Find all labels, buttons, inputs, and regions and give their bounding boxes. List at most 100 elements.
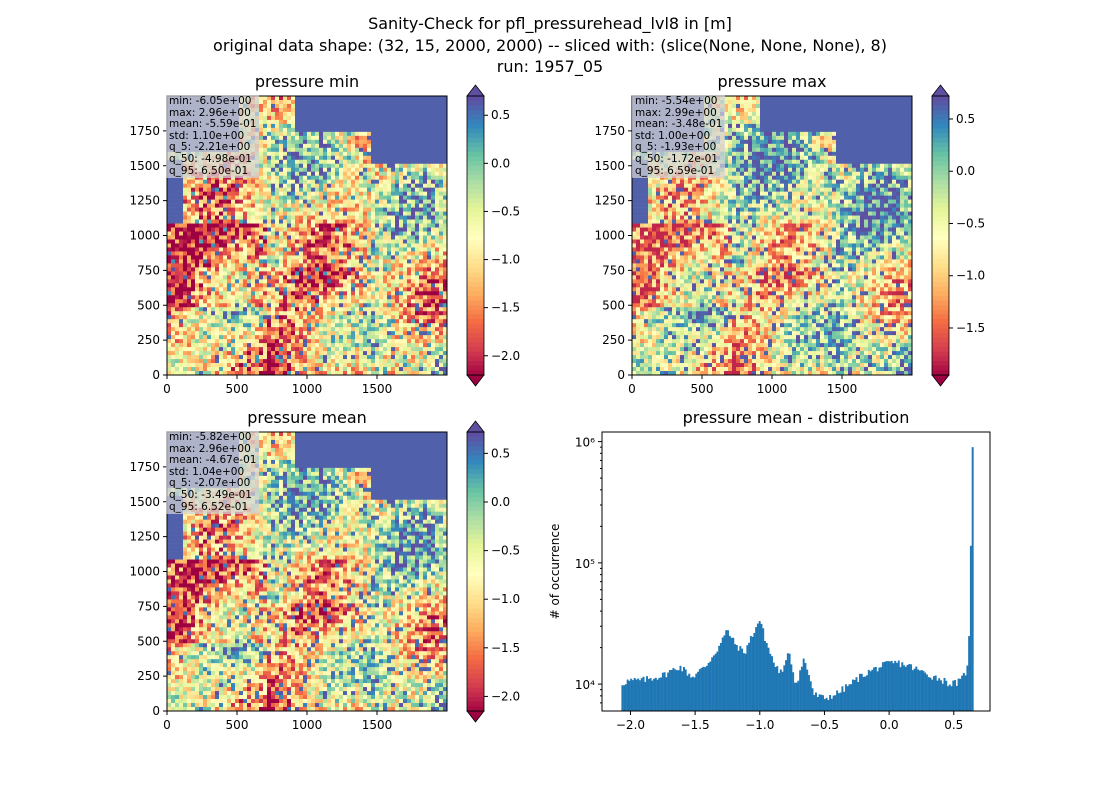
heatmap-cell bbox=[419, 263, 424, 268]
heatmap-cell bbox=[243, 259, 248, 264]
heatmap-cell bbox=[231, 303, 236, 308]
heatmap-cell bbox=[359, 223, 364, 228]
heatmap-cell bbox=[323, 307, 328, 312]
heatmap-cell bbox=[179, 307, 184, 312]
heatmap-cell bbox=[379, 371, 384, 376]
heatmap-cell bbox=[335, 159, 340, 165]
heatmap-cell bbox=[435, 139, 440, 145]
heatmap-cell bbox=[203, 243, 208, 248]
heatmap-cell bbox=[319, 351, 324, 356]
heatmap-cell bbox=[415, 131, 420, 137]
heatmap-cell bbox=[223, 371, 228, 376]
heatmap-cell bbox=[251, 363, 256, 368]
heatmap-cell bbox=[423, 247, 428, 252]
heatmap-cell bbox=[247, 359, 252, 364]
heatmap-cell bbox=[275, 143, 280, 149]
heatmap-cell bbox=[355, 127, 360, 133]
heatmap-cell bbox=[407, 127, 412, 133]
heatmap-cell bbox=[195, 215, 200, 220]
heatmap-cell bbox=[435, 143, 440, 149]
heatmap-cell bbox=[363, 275, 368, 280]
heatmap-cell bbox=[407, 207, 412, 212]
heatmap-cell bbox=[419, 151, 424, 157]
heatmap-cell bbox=[171, 279, 176, 284]
heatmap-cell bbox=[351, 259, 356, 264]
x-tick-label: 1000 bbox=[292, 382, 323, 396]
heatmap-cell bbox=[183, 307, 188, 312]
heatmap-cell bbox=[267, 151, 272, 157]
heatmap-cell bbox=[267, 191, 272, 196]
heatmap-cell bbox=[335, 363, 340, 368]
heatmap-cell bbox=[427, 319, 432, 324]
heatmap-cell bbox=[343, 107, 348, 113]
heatmap-cell bbox=[267, 323, 272, 328]
heatmap-cell bbox=[339, 355, 344, 360]
heatmap-cell bbox=[211, 319, 216, 324]
heatmap-cell bbox=[335, 215, 340, 220]
heatmap-cell bbox=[371, 235, 376, 240]
heatmap-cell bbox=[415, 367, 420, 372]
heatmap-cell bbox=[175, 295, 180, 300]
heatmap-cell bbox=[439, 183, 444, 188]
heatmap-cell bbox=[375, 279, 380, 284]
heatmap-cell bbox=[431, 163, 436, 169]
heatmap-cell bbox=[187, 339, 192, 344]
heatmap-cell bbox=[263, 367, 268, 372]
heatmap-cell bbox=[439, 359, 444, 364]
heatmap-cell bbox=[343, 307, 348, 312]
heatmap-cell bbox=[379, 299, 384, 304]
heatmap-cell bbox=[427, 371, 432, 376]
heatmap-cell bbox=[275, 103, 280, 109]
heatmap-cell bbox=[327, 347, 332, 352]
heatmap-cell bbox=[371, 339, 376, 344]
heatmap-cell bbox=[311, 291, 316, 296]
heatmap-cell bbox=[263, 239, 268, 244]
heatmap-cell bbox=[291, 179, 296, 184]
heatmap-cell bbox=[319, 271, 324, 276]
heatmap-cell bbox=[443, 131, 448, 137]
heatmap-cell bbox=[331, 191, 336, 196]
heatmap-cell bbox=[223, 183, 228, 188]
heatmap-cell bbox=[331, 235, 336, 240]
colorbar-segment bbox=[467, 305, 484, 311]
heatmap-cell bbox=[251, 259, 256, 264]
heatmap-cell bbox=[343, 271, 348, 276]
heatmap-cell bbox=[431, 223, 436, 228]
heatmap-cell bbox=[191, 183, 196, 188]
heatmap-cell bbox=[195, 247, 200, 252]
heatmap-cell bbox=[255, 251, 260, 256]
heatmap-cell bbox=[419, 159, 424, 165]
heatmap-cell bbox=[335, 327, 340, 332]
heatmap-cell bbox=[363, 287, 368, 292]
heatmap-cell bbox=[359, 331, 364, 336]
heatmap-cell bbox=[259, 171, 264, 177]
heatmap-cell bbox=[283, 219, 288, 224]
heatmap-cell bbox=[407, 311, 412, 316]
heatmap-cell bbox=[379, 151, 384, 157]
heatmap-cell bbox=[319, 103, 324, 109]
heatmap-cell bbox=[275, 155, 280, 161]
heatmap-cell bbox=[375, 107, 380, 113]
heatmap-cell bbox=[291, 119, 296, 125]
heatmap-cell bbox=[283, 215, 288, 220]
heatmap-cell bbox=[327, 123, 332, 129]
heatmap-cell bbox=[299, 167, 304, 173]
colorbar-segment bbox=[467, 319, 484, 325]
heatmap-cell bbox=[339, 207, 344, 212]
heatmap-cell bbox=[251, 195, 256, 200]
heatmap-cell bbox=[199, 179, 204, 184]
heatmap-cell bbox=[299, 283, 304, 288]
heatmap-cell bbox=[223, 295, 228, 300]
heatmap-cell bbox=[259, 311, 264, 316]
heatmap-cell bbox=[299, 96, 304, 101]
heatmap-cell bbox=[339, 203, 344, 208]
heatmap-cell bbox=[207, 271, 212, 276]
heatmap-cell bbox=[399, 351, 404, 356]
heatmap-cell bbox=[255, 363, 260, 368]
figure-title-line-1: Sanity-Check for pfl_pressurehead_lvl8 i… bbox=[368, 14, 732, 33]
heatmap-cell bbox=[291, 195, 296, 200]
heatmap-cell bbox=[443, 211, 448, 216]
heatmap-cell bbox=[335, 99, 340, 105]
heatmap-cell bbox=[263, 363, 268, 368]
heatmap-cell bbox=[323, 323, 328, 328]
